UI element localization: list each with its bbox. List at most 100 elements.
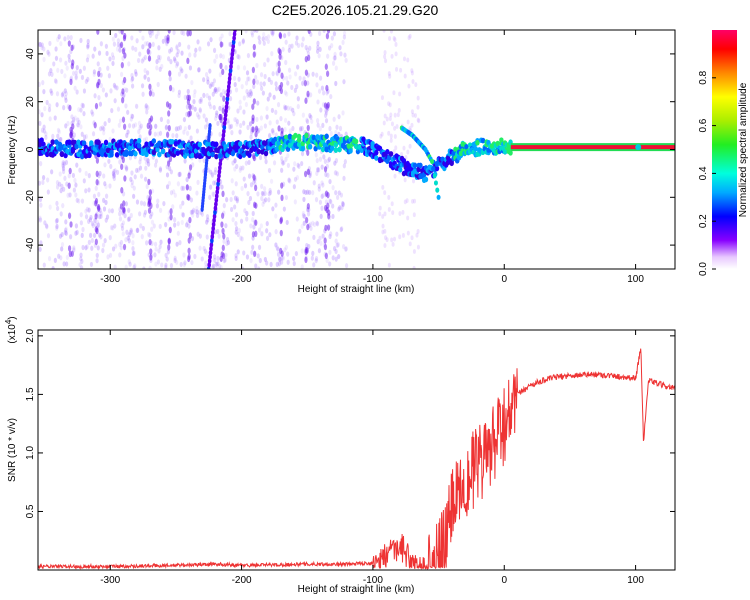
snr-x-tick-label: 0 <box>501 575 507 586</box>
noise-mark <box>248 195 253 202</box>
noise-mark <box>209 184 213 190</box>
noise-mark <box>318 75 323 81</box>
noise-mark <box>401 233 405 238</box>
noise-mark <box>215 53 219 60</box>
noise-mark <box>113 84 117 90</box>
noise-mark <box>396 112 400 118</box>
noise-mark <box>244 80 249 86</box>
noise-mark <box>262 40 266 46</box>
noise-mark <box>108 252 113 258</box>
snr-y-tick-label: 1.5 <box>25 387 36 401</box>
noise-mark <box>124 166 129 172</box>
track-mark <box>315 134 320 140</box>
noise-mark <box>194 208 198 214</box>
noise-mark <box>108 56 112 62</box>
noise-mark <box>300 125 304 131</box>
noise-mark <box>264 159 268 165</box>
noise-mark <box>173 217 177 223</box>
noise-mark <box>39 240 43 246</box>
noise-mark <box>394 145 398 151</box>
noise-mark <box>104 92 108 98</box>
noise-mark <box>123 213 127 219</box>
noise-mark <box>311 190 315 196</box>
noise-mark <box>288 43 292 50</box>
noise-mark <box>284 39 288 45</box>
streak-mark <box>96 81 100 89</box>
noise-mark <box>146 161 151 167</box>
noise-mark <box>55 217 59 224</box>
noise-mark <box>158 130 163 136</box>
streak-mark <box>251 66 255 74</box>
streak-mark <box>122 243 127 251</box>
noise-mark <box>135 199 140 205</box>
noise-mark <box>42 56 46 63</box>
streak-mark <box>251 103 255 110</box>
noise-mark <box>117 122 121 128</box>
noise-mark <box>38 120 42 126</box>
noise-mark <box>73 115 77 121</box>
noise-mark <box>267 76 271 83</box>
noise-mark <box>76 122 80 128</box>
noise-mark <box>257 266 261 269</box>
noise-mark <box>63 73 67 79</box>
noise-mark <box>393 236 397 242</box>
noise-mark <box>172 189 176 195</box>
noise-mark <box>332 116 336 122</box>
noise-mark <box>182 116 187 123</box>
snr-x-ticks: -300 -200 -100 0 100 <box>100 330 644 586</box>
noise-mark <box>96 245 100 251</box>
track-mark <box>57 146 63 152</box>
noise-mark <box>395 124 399 129</box>
noise-mark <box>318 46 322 52</box>
noise-mark <box>218 131 222 137</box>
noise-mark <box>290 84 294 91</box>
noise-mark <box>118 216 123 222</box>
noise-mark <box>206 217 210 223</box>
noise-mark <box>84 170 88 177</box>
noise-mark <box>90 237 94 244</box>
noise-mark <box>385 116 389 122</box>
noise-mark <box>54 55 59 61</box>
streak-mark <box>277 60 281 67</box>
track-mark <box>184 147 190 154</box>
noise-mark <box>283 105 287 111</box>
noise-mark <box>212 180 216 186</box>
noise-mark <box>189 197 194 203</box>
noise-mark <box>50 90 54 96</box>
noise-mark <box>275 261 279 267</box>
noise-mark <box>204 71 209 78</box>
noise-mark <box>146 157 150 163</box>
noise-mark <box>335 124 339 130</box>
noise-mark <box>319 240 323 246</box>
noise-mark <box>284 244 288 250</box>
track-mark <box>333 147 339 153</box>
noise-mark <box>306 80 310 86</box>
noise-mark <box>267 167 272 174</box>
secondary-track-mark <box>431 166 436 172</box>
noise-mark <box>38 81 41 87</box>
secondary-track-mark <box>436 194 441 200</box>
noise-mark <box>92 193 97 199</box>
streak-mark <box>147 55 152 62</box>
streak-mark <box>167 30 171 34</box>
noise-mark <box>236 231 240 238</box>
noise-mark <box>169 47 174 53</box>
streak-mark <box>188 216 192 224</box>
noise-mark <box>103 238 107 244</box>
noise-mark <box>158 223 162 230</box>
track-mark <box>136 142 142 149</box>
streak-mark <box>306 149 310 156</box>
noise-mark <box>107 73 111 79</box>
streak-mark <box>277 66 281 74</box>
noise-mark <box>333 170 337 176</box>
track-mark <box>475 139 480 146</box>
noise-mark <box>318 199 323 205</box>
noise-mark <box>237 76 241 82</box>
noise-mark <box>112 171 116 177</box>
noise-mark <box>193 89 197 95</box>
noise-mark <box>165 184 170 190</box>
snr-panel: -300 -200 -100 0 100 0.51.01.52.0 Height of … <box>4 316 676 595</box>
noise-mark <box>328 178 332 185</box>
noise-mark <box>143 74 147 80</box>
noise-mark <box>416 104 420 110</box>
